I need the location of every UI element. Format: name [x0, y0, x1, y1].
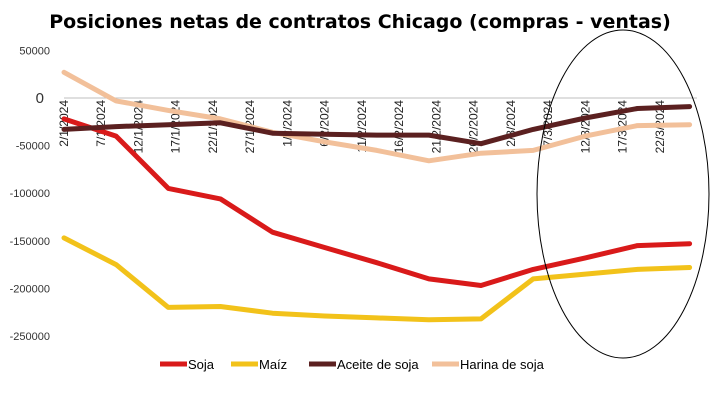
plot-area: 50000 0 -50000 -100000 -150000 -200000 -250000… — [10, 45, 697, 343]
x-tick-label: 22/1/2024 — [206, 100, 220, 154]
series-line — [61, 116, 693, 288]
y-tick-label: -50000 — [16, 141, 50, 153]
x-tick-label: 12/3/2024 — [578, 100, 592, 154]
x-tick-label: 2/3/2024 — [504, 100, 518, 147]
x-tick-label: 7/1/2024 — [94, 100, 108, 147]
series-line — [61, 104, 693, 147]
series-line — [61, 69, 693, 164]
y-tick-label: -150000 — [10, 236, 50, 248]
legend-label: Aceite de soja — [337, 357, 419, 372]
y-tick-label: -250000 — [10, 331, 50, 343]
y-tick-label: -100000 — [10, 188, 50, 200]
series-line — [61, 235, 693, 323]
x-tick-label: 16/2/2024 — [392, 100, 406, 154]
y-tick-label: 0 — [36, 90, 44, 107]
x-tick-label: 11/2/2024 — [355, 100, 369, 153]
chart-title: Posiciones netas de contratos Chicago (c… — [49, 11, 671, 33]
x-tick-label: 1/2/2024 — [280, 100, 294, 147]
x-tick-label: 7/3/2024 — [541, 100, 555, 147]
legend-label: Harina de soja — [460, 357, 545, 372]
y-tick-label: 50000 — [19, 45, 50, 57]
legend-label: Soja — [188, 357, 215, 372]
legend: Soja Maíz Aceite de soja Harina de soja — [160, 357, 545, 372]
x-tick-label: 2/1/2024 — [57, 100, 71, 147]
highlight-ellipse — [536, 29, 710, 359]
legend-label: Maíz — [259, 357, 287, 372]
y-tick-label: -200000 — [10, 283, 50, 295]
x-tick-label: 21/2/2024 — [429, 100, 443, 154]
